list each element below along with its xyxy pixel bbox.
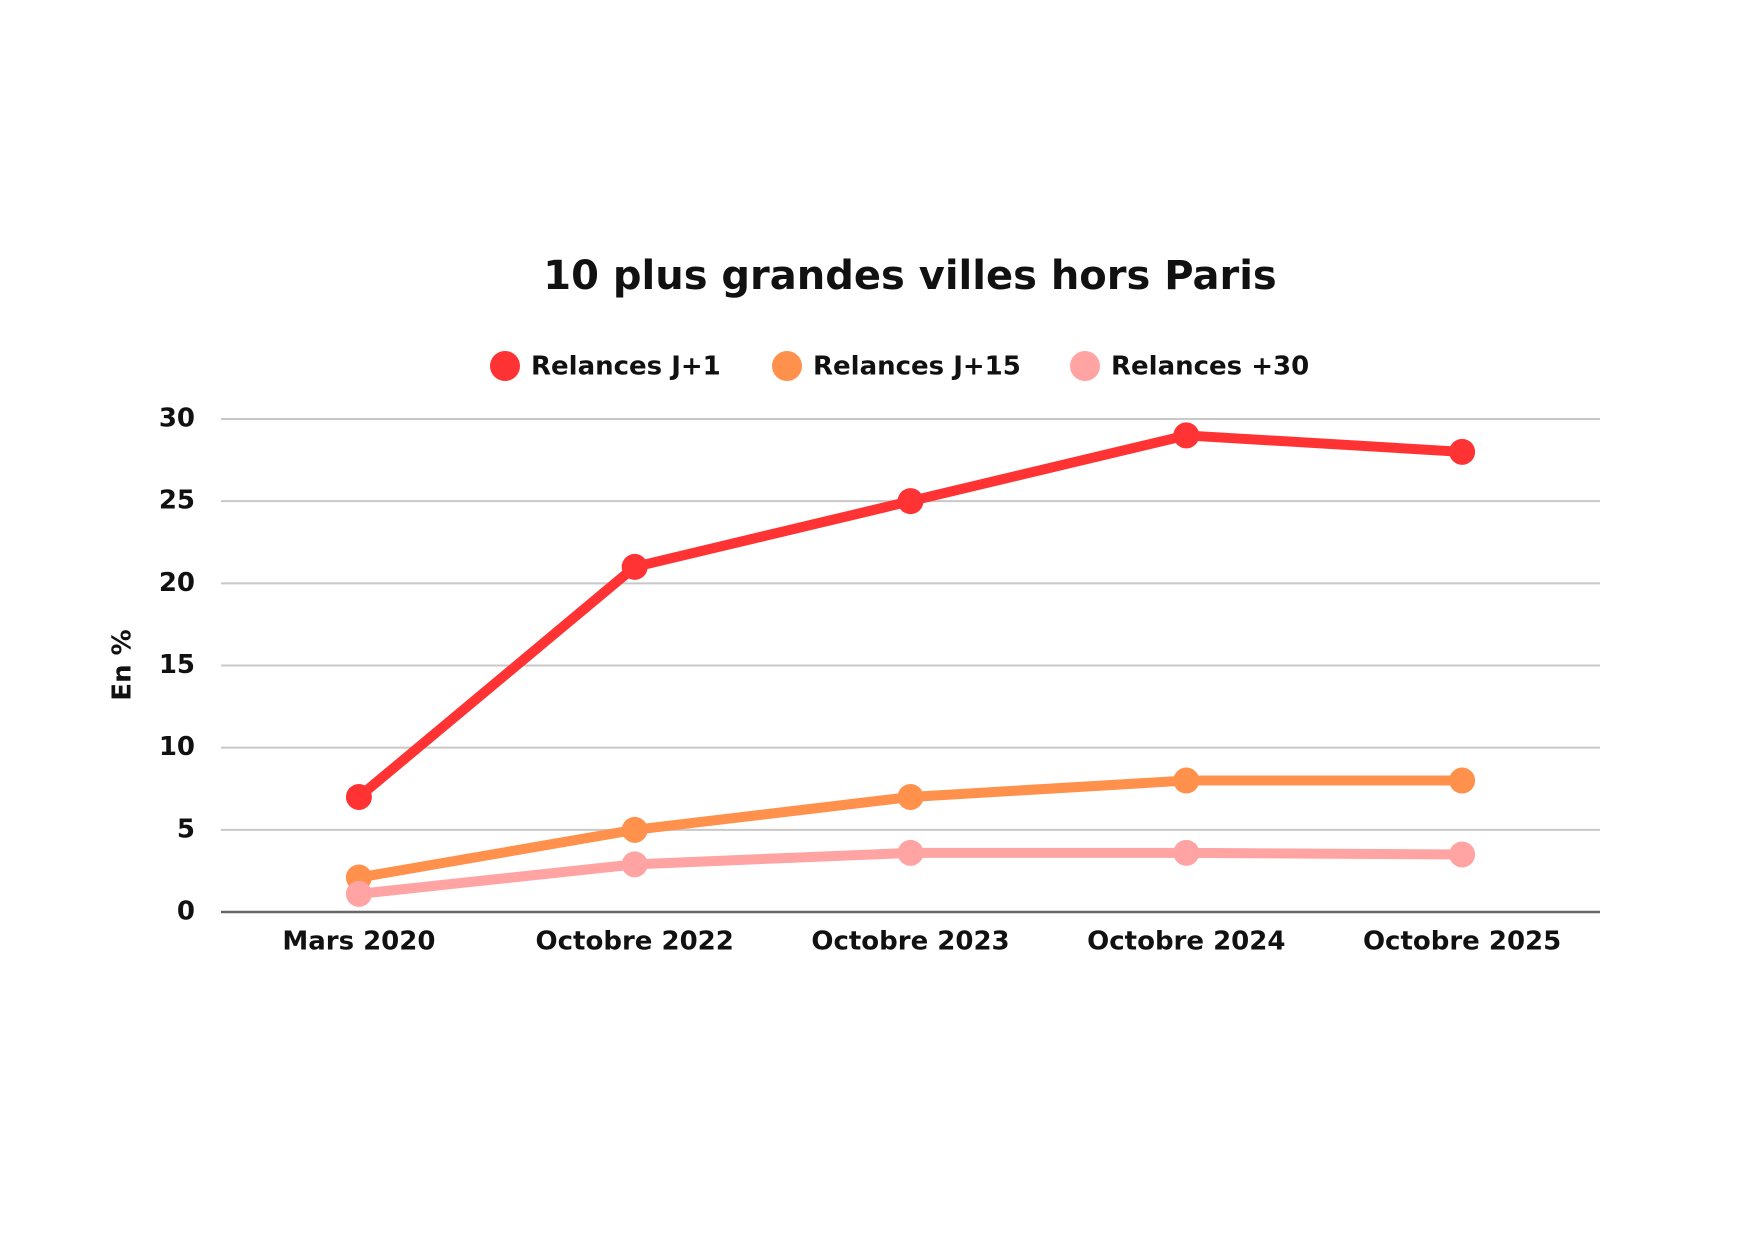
legend-label: Relances J+1	[531, 352, 721, 382]
legend-label: Relances +30	[1111, 352, 1309, 382]
y-tick-label: 5	[177, 814, 195, 844]
point	[897, 839, 924, 866]
point	[1449, 438, 1476, 465]
x-tick-label: Octobre 2025	[1363, 927, 1561, 957]
legend-marker	[1070, 351, 1100, 381]
point	[621, 816, 648, 843]
legend-label: Relances J+15	[813, 352, 1021, 382]
x-tick-label: Octobre 2024	[1087, 927, 1285, 957]
y-tick-label: 20	[159, 568, 195, 598]
chart-title: 10 plus grandes villes hors Paris	[543, 253, 1276, 299]
y-axis-label: En %	[108, 629, 138, 700]
x-tick-label: Octobre 2022	[536, 927, 734, 957]
legend-marker	[490, 351, 520, 381]
point	[897, 783, 924, 810]
legend-marker	[772, 351, 802, 381]
point	[1449, 767, 1476, 794]
point	[621, 553, 648, 580]
point	[345, 880, 372, 907]
point	[1173, 839, 1200, 866]
y-tick-label: 15	[159, 650, 195, 680]
point	[1449, 841, 1476, 868]
y-tick-label: 10	[159, 732, 195, 762]
y-tick-label: 0	[177, 897, 195, 927]
point	[1173, 422, 1200, 449]
x-tick-label: Octobre 2023	[811, 927, 1009, 957]
point	[345, 783, 372, 810]
y-tick-label: 25	[159, 486, 195, 516]
point	[1173, 767, 1200, 794]
point	[621, 851, 648, 878]
y-tick-label: 30	[159, 404, 195, 434]
point	[897, 488, 924, 515]
x-tick-label: Mars 2020	[282, 927, 435, 957]
